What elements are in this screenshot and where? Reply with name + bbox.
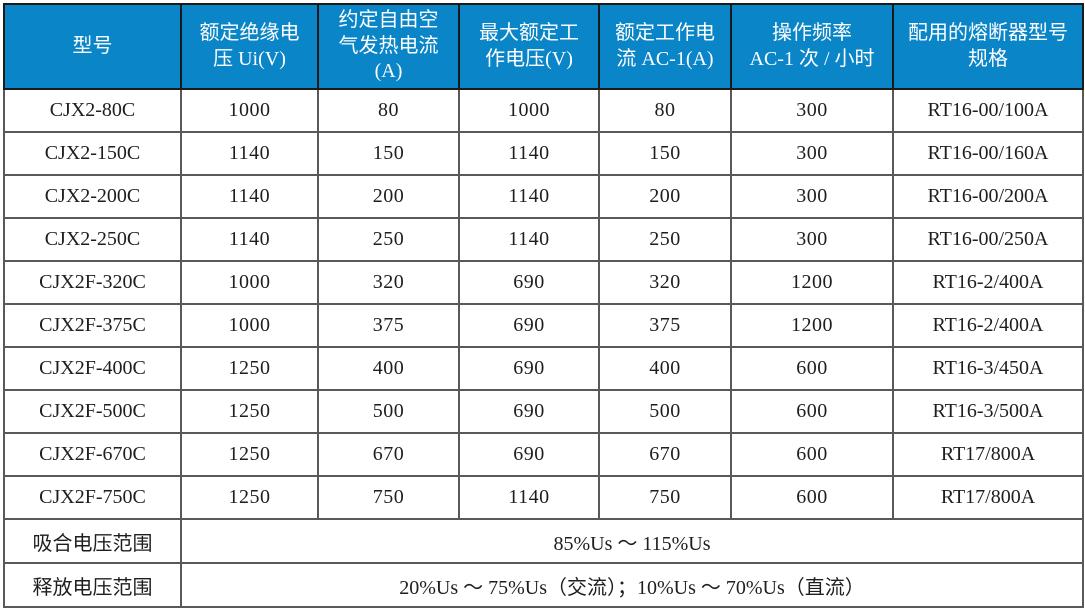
value-cell: 300	[730, 217, 894, 262]
value-cell: 500	[317, 389, 460, 434]
value-cell: 670	[317, 432, 460, 477]
header-cell-working-current: 额定工作电 流 AC-1(A)	[598, 3, 732, 90]
value-cell: 1250	[180, 389, 319, 434]
value-cell: 200	[317, 174, 460, 219]
fuse-cell: RT16-3/450A	[892, 346, 1084, 391]
pickup-voltage-row: 吸合电压范围 85%Us ～ 115%Us	[3, 518, 1084, 564]
value-cell: 300	[730, 88, 894, 133]
header-cell-operating-frequency: 操作频率 AC-1 次 / 小时	[730, 3, 894, 90]
table-row: CJX2-250C 1140 250 1140 250 300 RT16-00/…	[3, 217, 1084, 262]
fuse-cell: RT16-3/500A	[892, 389, 1084, 434]
fuse-cell: RT16-00/160A	[892, 131, 1084, 176]
footer-value-cell: 20%Us ～ 75%Us（交流）；10%Us ～ 70%Us（直流）	[180, 562, 1084, 608]
table-row: CJX2-200C 1140 200 1140 200 300 RT16-00/…	[3, 174, 1084, 219]
value-cell: 375	[317, 303, 460, 348]
value-cell: 300	[730, 131, 894, 176]
value-cell: 600	[730, 346, 894, 391]
fuse-cell: RT16-00/250A	[892, 217, 1084, 262]
fuse-cell: RT16-2/400A	[892, 303, 1084, 348]
value-cell: 1000	[458, 88, 600, 133]
header-cell-max-working-voltage: 最大额定工 作电压(V)	[458, 3, 600, 90]
fuse-cell: RT16-00/100A	[892, 88, 1084, 133]
model-cell: CJX2F-670C	[3, 432, 182, 477]
value-cell: 400	[317, 346, 460, 391]
value-cell: 1140	[180, 217, 319, 262]
footer-label-cell: 吸合电压范围	[3, 518, 182, 564]
value-cell: 400	[598, 346, 732, 391]
value-cell: 600	[730, 389, 894, 434]
value-cell: 250	[598, 217, 732, 262]
value-cell: 690	[458, 303, 600, 348]
model-cell: CJX2F-500C	[3, 389, 182, 434]
table-row: CJX2F-670C 1250 670 690 670 600 RT17/800…	[3, 432, 1084, 477]
value-cell: 690	[458, 432, 600, 477]
model-cell: CJX2F-750C	[3, 475, 182, 520]
value-cell: 1250	[180, 475, 319, 520]
value-cell: 1140	[458, 475, 600, 520]
value-cell: 1000	[180, 260, 319, 305]
value-cell: 690	[458, 260, 600, 305]
value-cell: 1000	[180, 303, 319, 348]
value-cell: 670	[598, 432, 732, 477]
value-cell: 750	[598, 475, 732, 520]
value-cell: 600	[730, 432, 894, 477]
fuse-cell: RT16-00/200A	[892, 174, 1084, 219]
value-cell: 1000	[180, 88, 319, 133]
table-row: CJX2F-500C 1250 500 690 500 600 RT16-3/5…	[3, 389, 1084, 434]
header-cell-fuse-spec: 配用的熔断器型号 规格	[892, 3, 1084, 90]
value-cell: 500	[598, 389, 732, 434]
value-cell: 80	[598, 88, 732, 133]
model-cell: CJX2F-400C	[3, 346, 182, 391]
table-row: CJX2-150C 1140 150 1140 150 300 RT16-00/…	[3, 131, 1084, 176]
value-cell: 150	[598, 131, 732, 176]
model-cell: CJX2-250C	[3, 217, 182, 262]
table-row: CJX2F-750C 1250 750 1140 750 600 RT17/80…	[3, 475, 1084, 520]
header-row: 型号 额定绝缘电 压 Ui(V) 约定自由空 气发热电流 (A) 最大额定工 作…	[3, 3, 1084, 90]
footer-value-cell: 85%Us ～ 115%Us	[180, 518, 1084, 564]
value-cell: 1140	[180, 174, 319, 219]
model-cell: CJX2-150C	[3, 131, 182, 176]
model-cell: CJX2F-320C	[3, 260, 182, 305]
value-cell: 320	[598, 260, 732, 305]
value-cell: 1250	[180, 432, 319, 477]
value-cell: 1140	[458, 174, 600, 219]
value-cell: 1250	[180, 346, 319, 391]
fuse-cell: RT17/800A	[892, 475, 1084, 520]
value-cell: 150	[317, 131, 460, 176]
header-cell-insulation-voltage: 额定绝缘电 压 Ui(V)	[180, 3, 319, 90]
value-cell: 690	[458, 346, 600, 391]
fuse-cell: RT16-2/400A	[892, 260, 1084, 305]
contactor-spec-table: 型号 额定绝缘电 压 Ui(V) 约定自由空 气发热电流 (A) 最大额定工 作…	[3, 3, 1084, 608]
table-row: CJX2F-320C 1000 320 690 320 1200 RT16-2/…	[3, 260, 1084, 305]
value-cell: 1200	[730, 260, 894, 305]
table-row: CJX2-80C 1000 80 1000 80 300 RT16-00/100…	[3, 88, 1084, 133]
header-cell-model: 型号	[3, 3, 182, 90]
value-cell: 750	[317, 475, 460, 520]
value-cell: 300	[730, 174, 894, 219]
value-cell: 1140	[458, 131, 600, 176]
value-cell: 200	[598, 174, 732, 219]
footer-label-cell: 释放电压范围	[3, 562, 182, 608]
value-cell: 600	[730, 475, 894, 520]
table-row: CJX2F-375C 1000 375 690 375 1200 RT16-2/…	[3, 303, 1084, 348]
value-cell: 1200	[730, 303, 894, 348]
model-cell: CJX2F-375C	[3, 303, 182, 348]
value-cell: 690	[458, 389, 600, 434]
model-cell: CJX2-80C	[3, 88, 182, 133]
fuse-cell: RT17/800A	[892, 432, 1084, 477]
value-cell: 1140	[458, 217, 600, 262]
value-cell: 320	[317, 260, 460, 305]
release-voltage-row: 释放电压范围 20%Us ～ 75%Us（交流）；10%Us ～ 70%Us（直…	[3, 562, 1084, 608]
value-cell: 1140	[180, 131, 319, 176]
value-cell: 375	[598, 303, 732, 348]
header-cell-thermal-current: 约定自由空 气发热电流 (A)	[317, 3, 460, 90]
value-cell: 250	[317, 217, 460, 262]
model-cell: CJX2-200C	[3, 174, 182, 219]
value-cell: 80	[317, 88, 460, 133]
table-row: CJX2F-400C 1250 400 690 400 600 RT16-3/4…	[3, 346, 1084, 391]
